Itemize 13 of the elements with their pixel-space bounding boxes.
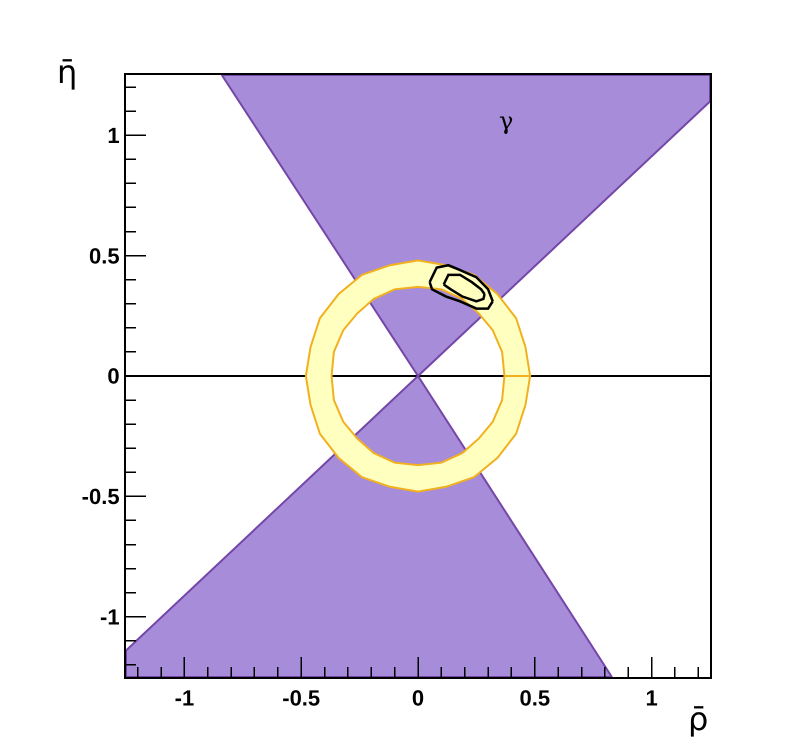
y-tick-label: 0.5 <box>89 243 120 268</box>
x-axis-title: ρ̄ <box>688 700 708 738</box>
x-tick-label: -0.5 <box>282 685 320 710</box>
x-tick-label: 0 <box>412 685 424 710</box>
y-tick-label: 0 <box>107 364 120 389</box>
y-axis-title: η̄ <box>57 53 78 91</box>
x-tick-label: -1 <box>174 685 194 710</box>
y-tick-label: -1 <box>100 604 120 630</box>
y-tick-label: -0.5 <box>82 484 120 510</box>
x-tick-label: 1 <box>645 685 658 710</box>
x-tick-label: 0.5 <box>520 685 550 710</box>
y-tick-label: 1 <box>107 122 120 148</box>
annotation: γ <box>499 107 514 135</box>
